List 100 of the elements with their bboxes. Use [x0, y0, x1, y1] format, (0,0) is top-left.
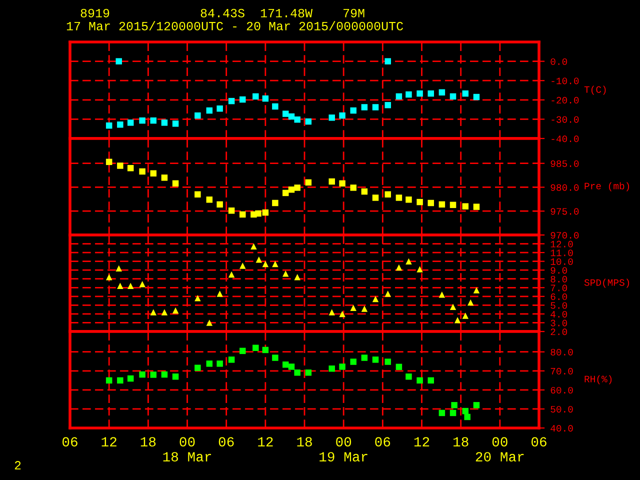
point	[305, 179, 312, 186]
x-tick-label: 18	[297, 437, 312, 447]
point	[361, 354, 368, 361]
point	[305, 118, 312, 125]
point	[194, 295, 201, 302]
point	[467, 299, 474, 306]
point	[282, 361, 289, 368]
y-axis-title: RH(%)	[584, 375, 612, 384]
point	[172, 120, 179, 127]
point	[117, 282, 124, 290]
point	[106, 377, 112, 384]
x-tick-label: 00 20 Mar	[476, 437, 524, 462]
point	[206, 360, 213, 367]
point	[150, 170, 157, 176]
point	[255, 210, 262, 217]
x-tick-label: 12	[414, 437, 430, 446]
point	[116, 58, 122, 64]
point	[139, 371, 146, 378]
point	[473, 402, 480, 408]
point	[438, 201, 446, 208]
point	[239, 262, 246, 269]
point	[294, 369, 300, 376]
point	[328, 309, 335, 316]
point	[328, 178, 335, 185]
y-tick-label: 5.0	[550, 302, 568, 309]
point	[450, 304, 456, 310]
x-tick-label: 12	[102, 437, 116, 446]
point	[294, 184, 300, 191]
point	[256, 256, 262, 263]
point	[127, 282, 134, 290]
point	[216, 290, 223, 297]
point	[127, 375, 134, 382]
y-tick-label: 975.0	[550, 208, 579, 215]
y-axis-title: SPD(MPS)	[584, 278, 630, 288]
point	[384, 58, 392, 64]
point	[239, 211, 246, 218]
x-tick-label: 18	[454, 437, 468, 447]
point	[117, 162, 124, 169]
y-tick-label: 12.0	[550, 240, 573, 248]
point	[172, 373, 179, 380]
point	[228, 271, 235, 278]
point	[252, 344, 259, 351]
point	[451, 402, 458, 408]
y-tick-label: 70.0	[550, 368, 573, 375]
point	[339, 180, 346, 187]
point	[139, 168, 146, 175]
x-tick-label: 06	[375, 437, 390, 447]
point	[350, 107, 356, 114]
point	[384, 102, 392, 108]
point	[361, 188, 368, 195]
point	[262, 260, 269, 268]
point	[462, 408, 469, 414]
x-tick-label: 06	[62, 437, 78, 447]
point	[139, 117, 146, 124]
point	[294, 116, 300, 123]
y-tick-label: -10.0	[552, 78, 579, 84]
x-tick-label: 06	[218, 437, 234, 447]
point	[272, 260, 278, 268]
point	[161, 371, 168, 378]
point	[428, 377, 434, 384]
y-tick-label: 980.0	[550, 184, 579, 191]
point	[161, 120, 168, 126]
y-tick-label: 60.0	[550, 386, 573, 394]
point	[228, 98, 235, 104]
y-tick-label: 80.0	[550, 348, 573, 356]
point	[272, 200, 278, 206]
point	[406, 91, 412, 98]
point	[428, 90, 434, 97]
point	[416, 377, 423, 384]
point	[473, 287, 480, 294]
x-tick-label: 00 19 Mar	[320, 437, 368, 462]
point	[172, 307, 179, 314]
point	[272, 354, 278, 361]
point	[462, 203, 469, 210]
point	[450, 410, 456, 416]
point	[339, 112, 346, 119]
chart-title: 8919 84.43S 171.48W 79M	[80, 8, 364, 18]
point	[396, 194, 402, 201]
point	[361, 104, 368, 110]
point	[462, 312, 469, 319]
point	[127, 120, 134, 126]
y-tick-label: -40.0	[552, 136, 579, 142]
point	[194, 364, 201, 371]
x-tick-label: 06	[532, 437, 546, 447]
point	[372, 356, 379, 363]
point	[272, 103, 278, 110]
x-tick-label: 18	[140, 437, 156, 447]
point	[450, 93, 456, 100]
point	[372, 296, 379, 302]
point	[161, 174, 168, 181]
y-tick-label: 8.0	[550, 276, 568, 282]
point	[438, 89, 446, 96]
point	[350, 358, 356, 365]
point	[106, 122, 112, 129]
point	[252, 93, 259, 100]
point	[361, 306, 368, 312]
point	[416, 266, 423, 272]
point	[372, 104, 379, 110]
y-tick-label: 40.0	[550, 425, 573, 432]
point	[116, 265, 122, 272]
